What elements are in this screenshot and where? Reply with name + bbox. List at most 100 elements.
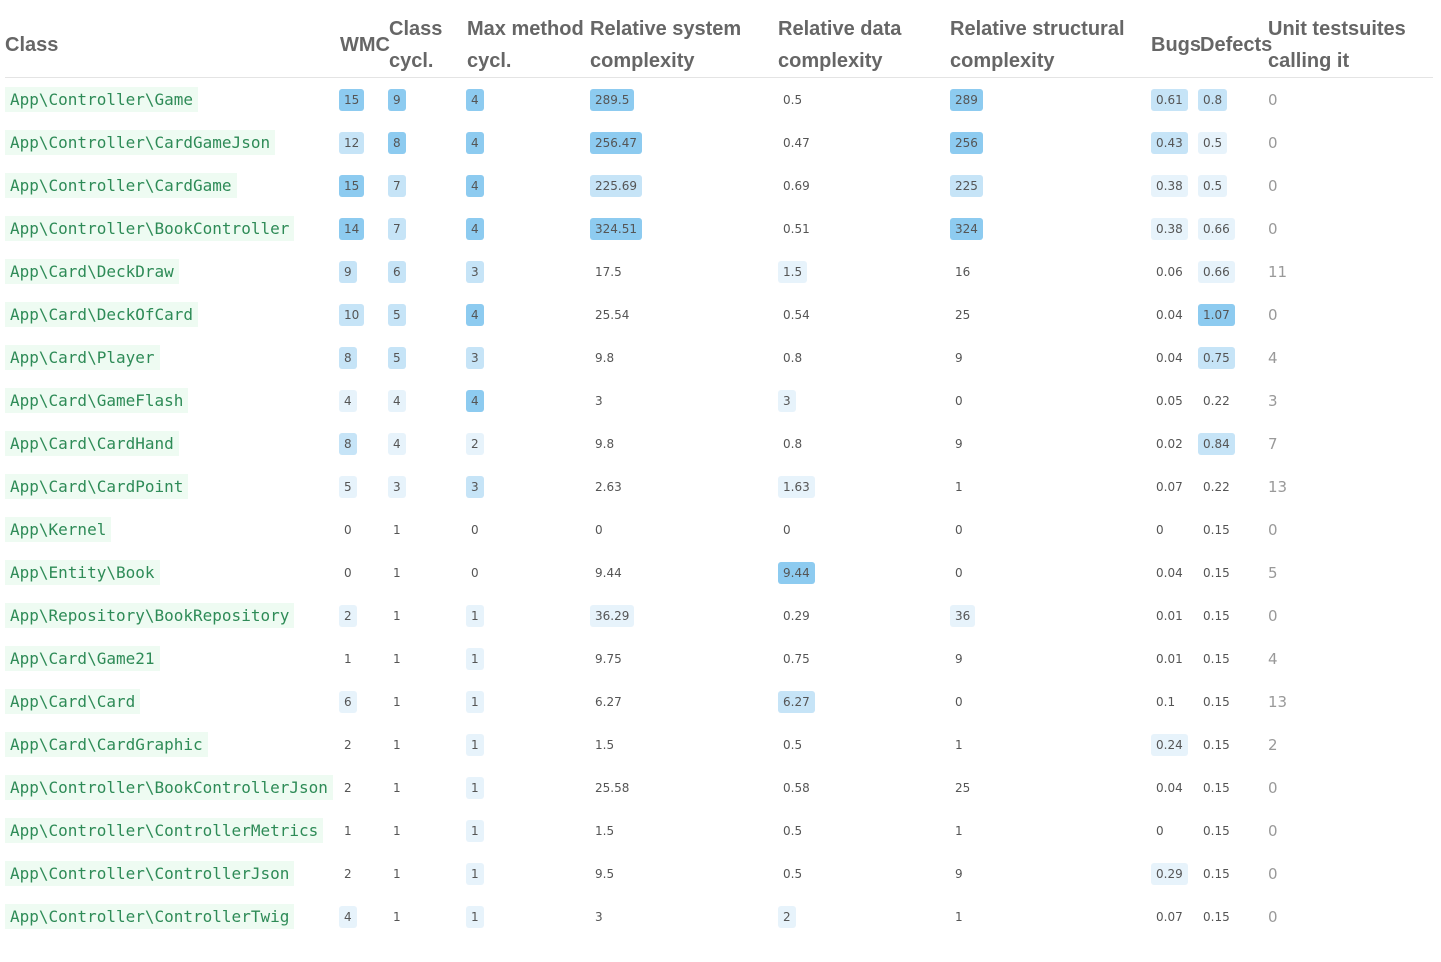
defects-value: 0.15 <box>1203 737 1230 752</box>
bugs-cell: 0 <box>1151 809 1169 852</box>
relative-system-complexity-value: 1.5 <box>595 823 615 838</box>
table-row: App\Card\Card 6 1 1 6.27 6.27 0 0.1 0.15 13 <box>5 680 1433 723</box>
max-method-cycl-cell: 4 <box>466 164 484 207</box>
defects-value: 0.5 <box>1198 174 1228 197</box>
unit-testsuites-value: 4 <box>1268 348 1278 367</box>
class-cycl-value: 1 <box>393 694 401 709</box>
relative-data-complexity-value: 0.54 <box>783 307 810 322</box>
unit-testsuites-cell: 0 <box>1268 293 1278 336</box>
defects-value: 0.15 <box>1203 565 1230 580</box>
header-class[interactable]: Class <box>5 34 59 56</box>
defects-cell: 0.84 <box>1198 422 1235 465</box>
relative-system-complexity-value: 1.5 <box>595 737 615 752</box>
class-name-cell: App\Repository\BookRepository <box>5 594 295 637</box>
relative-system-complexity-cell: 25.54 <box>590 293 634 336</box>
class-name-cell: App\Card\Game21 <box>5 637 160 680</box>
defects-value: 0.66 <box>1198 217 1235 240</box>
class-name: App\Controller\CardGameJson <box>5 130 276 155</box>
unit-testsuites-value: 7 <box>1268 434 1278 453</box>
class-cycl-cell: 1 <box>388 680 406 723</box>
defects-cell: 0.22 <box>1198 379 1235 422</box>
defects-cell: 0.66 <box>1198 207 1235 250</box>
relative-data-complexity-cell: 0.5 <box>778 852 807 895</box>
defects-value: 0.15 <box>1203 608 1230 623</box>
max-method-cycl-cell: 4 <box>466 207 484 250</box>
class-name-cell: App\Controller\ControllerMetrics <box>5 809 324 852</box>
relative-structural-complexity-value: 16 <box>955 264 971 279</box>
class-name: App\Card\Player <box>5 345 160 370</box>
relative-system-complexity-value: 9.44 <box>595 565 622 580</box>
class-name: App\Entity\Book <box>5 560 160 585</box>
unit-testsuites-cell: 5 <box>1268 551 1278 594</box>
wmc-cell: 1 <box>339 809 357 852</box>
unit-testsuites-value: 0 <box>1268 821 1278 840</box>
unit-testsuites-value: 5 <box>1268 563 1278 582</box>
header-wmc[interactable]: WMC <box>340 34 390 56</box>
wmc-value: 2 <box>344 866 352 881</box>
relative-system-complexity-cell: 9.75 <box>590 637 627 680</box>
relative-data-complexity-cell: 2 <box>778 895 796 938</box>
relative-data-complexity-value: 0.8 <box>783 350 803 365</box>
header-relative-data-complexity[interactable]: Relative data complexity <box>778 13 901 77</box>
bugs-cell: 0.24 <box>1151 723 1188 766</box>
class-cycl-cell: 9 <box>388 78 406 121</box>
defects-value: 0.15 <box>1203 823 1230 838</box>
relative-structural-complexity-cell: 25 <box>950 293 975 336</box>
relative-data-complexity-cell: 6.27 <box>778 680 815 723</box>
class-cycl-value: 7 <box>388 217 406 240</box>
relative-structural-complexity-cell: 1 <box>950 723 968 766</box>
class-name-cell: App\Card\DeckOfCard <box>5 293 199 336</box>
header-bugs[interactable]: Bugs <box>1151 34 1201 56</box>
class-cycl-value: 1 <box>393 522 401 537</box>
max-method-cycl-cell: 4 <box>466 78 484 121</box>
table-row: App\Controller\BookControllerJson 2 1 1 25.5… <box>5 766 1433 809</box>
relative-data-complexity-cell: 0.5 <box>778 809 807 852</box>
table-row: App\Card\CardHand 8 4 2 9.8 0.8 9 0.02 0.84 7 <box>5 422 1433 465</box>
class-cycl-cell: 4 <box>388 422 406 465</box>
relative-data-complexity-value: 1.63 <box>778 475 815 498</box>
relative-system-complexity-value: 17.5 <box>595 264 622 279</box>
bugs-value: 0.43 <box>1151 131 1188 154</box>
class-name-cell: App\Card\Card <box>5 680 141 723</box>
class-cycl-cell: 6 <box>388 250 406 293</box>
header-unit-testsuites[interactable]: Unit testsuites calling it <box>1268 13 1406 77</box>
class-name: App\Card\GameFlash <box>5 388 189 413</box>
bugs-cell: 0.07 <box>1151 465 1188 508</box>
class-cycl-cell: 1 <box>388 508 406 551</box>
class-name-cell: App\Controller\ControllerTwig <box>5 895 295 938</box>
bugs-value: 0.06 <box>1156 264 1183 279</box>
relative-system-complexity-cell: 36.29 <box>590 594 635 637</box>
header-class-cycl[interactable]: Class cycl. <box>389 13 442 77</box>
relative-data-complexity-value: 0.75 <box>783 651 810 666</box>
bugs-cell: 0.01 <box>1151 637 1188 680</box>
max-method-cycl-value: 4 <box>466 88 484 111</box>
relative-data-complexity-value: 0.58 <box>783 780 810 795</box>
header-defects[interactable]: Defects <box>1200 34 1273 56</box>
header-relative-system-line2: complexity <box>590 50 695 72</box>
unit-testsuites-cell: 0 <box>1268 121 1278 164</box>
relative-system-complexity-cell: 2.63 <box>590 465 627 508</box>
header-relative-structural-complexity[interactable]: Relative structural complexity <box>950 13 1125 77</box>
relative-system-complexity-cell: 289.5 <box>590 78 635 121</box>
class-name: App\Controller\ControllerJson <box>5 861 295 886</box>
class-name: App\Controller\BookControllerJson <box>5 775 333 800</box>
bugs-value: 0.05 <box>1156 393 1183 408</box>
unit-testsuites-cell: 13 <box>1268 680 1287 723</box>
wmc-cell: 2 <box>339 594 357 637</box>
max-method-cycl-cell: 4 <box>466 379 484 422</box>
class-cycl-cell: 1 <box>388 637 406 680</box>
bugs-value: 0.1 <box>1156 694 1176 709</box>
class-cycl-cell: 5 <box>388 336 406 379</box>
header-max-method-cycl[interactable]: Max method cycl. <box>467 13 584 77</box>
unit-testsuites-value: 0 <box>1268 606 1278 625</box>
relative-structural-complexity-cell: 0 <box>950 680 968 723</box>
class-cycl-value: 4 <box>388 389 406 412</box>
bugs-cell: 0.04 <box>1151 336 1188 379</box>
defects-cell: 0.15 <box>1198 852 1235 895</box>
max-method-cycl-value: 4 <box>466 303 484 326</box>
bugs-cell: 0.05 <box>1151 379 1188 422</box>
relative-data-complexity-value: 1.5 <box>778 260 808 283</box>
header-relative-system-complexity[interactable]: Relative system complexity <box>590 13 741 77</box>
wmc-cell: 15 <box>339 164 365 207</box>
max-method-cycl-value: 1 <box>466 733 484 756</box>
